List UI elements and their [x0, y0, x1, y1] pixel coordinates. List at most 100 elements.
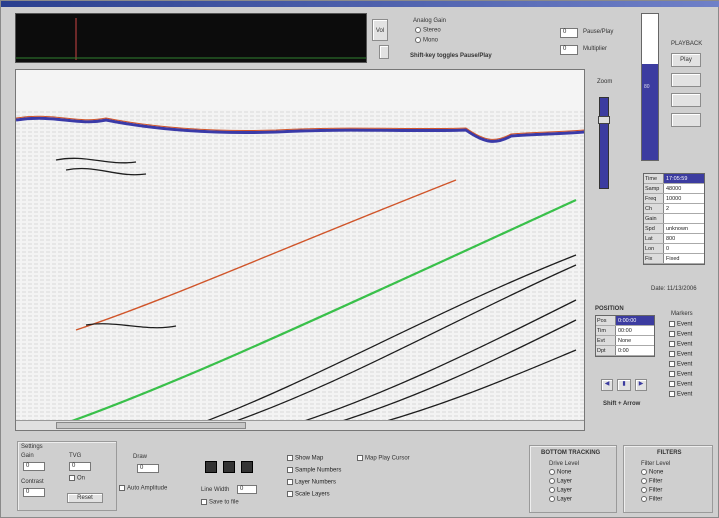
radio-icon[interactable] — [549, 496, 555, 502]
line-width-label: Line Width — [201, 487, 230, 493]
position-table: Pos 0:00:00 Tim 00:00 Evt None Dpt 0:00 — [595, 315, 655, 357]
line-width-field[interactable]: 0 — [237, 485, 257, 494]
auto-amplitude-check[interactable]: Auto Amplitude — [119, 485, 167, 492]
f-options: None Filter Filter Filter — [641, 469, 701, 505]
radio-icon[interactable] — [549, 487, 555, 493]
option-item[interactable]: Filter — [641, 496, 701, 505]
zoom-thumb[interactable] — [598, 116, 610, 124]
vol-button[interactable]: Vol — [372, 19, 388, 41]
table-row: Dpt 0:00 — [596, 346, 654, 356]
prev-arrow-button[interactable]: ◀ — [601, 379, 613, 391]
color-swatch-3[interactable] — [241, 461, 253, 473]
tvg-on-label: On — [77, 475, 86, 482]
row-key: Tim — [596, 326, 616, 335]
pause-play-field[interactable]: 0 — [560, 28, 578, 38]
radio-icon[interactable] — [641, 478, 647, 484]
option-label: Sample Numbers — [295, 467, 342, 474]
option-item[interactable]: Event — [669, 371, 713, 381]
checkbox-icon[interactable] — [669, 351, 675, 357]
table-row: Ch 2 — [644, 204, 704, 214]
option-label: None — [649, 469, 664, 476]
vol-small-button[interactable] — [379, 45, 389, 59]
checkbox-icon[interactable] — [287, 467, 293, 473]
bt-sub-label: Drive Level — [549, 461, 580, 467]
option-item[interactable]: None — [549, 469, 609, 478]
reset-button[interactable]: Reset — [67, 493, 103, 503]
option-item[interactable]: Layer — [549, 496, 609, 505]
option-item[interactable]: Filter — [641, 478, 701, 487]
option-item[interactable]: Event — [669, 321, 713, 331]
row-value: None — [616, 336, 654, 345]
radio-icon[interactable] — [641, 469, 647, 475]
checkbox-icon[interactable] — [669, 321, 675, 327]
playback-button-3[interactable] — [671, 93, 701, 107]
checkbox-icon[interactable] — [669, 371, 675, 377]
map-cursor-check[interactable]: Map Play Cursor — [357, 455, 410, 462]
filters-label: FILTERS — [657, 450, 682, 456]
option-item[interactable]: Event — [669, 331, 713, 341]
play-button[interactable]: Play — [671, 53, 701, 67]
row-key: Dpt — [596, 346, 616, 355]
option-label: Event — [677, 381, 693, 388]
checkbox-icon[interactable] — [669, 341, 675, 347]
checkbox-icon[interactable] — [287, 455, 293, 461]
row-value: 48000 — [664, 184, 704, 193]
option-item[interactable]: Scale Layers — [287, 491, 367, 503]
mid-arrow-button[interactable]: ▮ — [617, 379, 631, 391]
option-item[interactable]: Layer — [549, 478, 609, 487]
option-item[interactable]: Layer Numbers — [287, 479, 367, 491]
row-value: 0 — [664, 244, 704, 253]
draw-field[interactable]: 0 — [137, 464, 159, 473]
radio-icon[interactable] — [641, 496, 647, 502]
horizontal-scrollbar[interactable] — [16, 420, 584, 430]
option-item[interactable]: Event — [669, 381, 713, 391]
playback-button-4[interactable] — [671, 113, 701, 127]
option-item[interactable]: None — [641, 469, 701, 478]
option-item[interactable]: Event — [669, 361, 713, 371]
next-arrow-button[interactable]: ▶ — [635, 379, 647, 391]
option-item[interactable]: Show Map — [287, 455, 367, 467]
row-value: 10000 — [664, 194, 704, 203]
row-value: 00:00 — [616, 326, 654, 335]
checkbox-icon[interactable] — [669, 331, 675, 337]
row-value: unknown — [664, 224, 704, 233]
color-swatch-1[interactable] — [205, 461, 217, 473]
stereo-radio[interactable]: Stereo — [415, 27, 441, 34]
table-row: Time 17:05:59 — [644, 174, 704, 184]
green-horizon — [45, 199, 577, 432]
checkbox-icon[interactable] — [669, 381, 675, 387]
mono-radio[interactable]: Mono — [415, 37, 438, 44]
option-label: Filter — [649, 478, 663, 485]
tvg-on-check[interactable]: On — [69, 475, 85, 482]
tvg-field[interactable]: 0 — [69, 462, 91, 471]
checkbox-icon[interactable] — [669, 361, 675, 367]
zoom-slider[interactable] — [598, 97, 610, 189]
option-item[interactable]: Sample Numbers — [287, 467, 367, 479]
scroll-thumb[interactable] — [56, 422, 246, 429]
option-item[interactable]: Layer — [549, 487, 609, 496]
seismic-profile-canvas[interactable] — [15, 69, 585, 433]
contrast-field[interactable]: 0 — [23, 488, 45, 497]
multiplier-field[interactable]: 0 — [560, 45, 578, 55]
checkbox-icon[interactable] — [287, 479, 293, 485]
row-value: 0:00:00 — [616, 316, 654, 325]
radio-icon[interactable] — [549, 469, 555, 475]
option-item[interactable]: Event — [669, 391, 713, 401]
save-to-file-check[interactable]: Save to file — [201, 499, 239, 506]
option-item[interactable]: Filter — [641, 487, 701, 496]
gain-field[interactable]: 0 — [23, 462, 45, 471]
color-swatch-2[interactable] — [223, 461, 235, 473]
option-label: Scale Layers — [295, 491, 330, 498]
option-item[interactable]: Event — [669, 341, 713, 351]
radio-icon[interactable] — [641, 487, 647, 493]
playback-button-2[interactable] — [671, 73, 701, 87]
radio-icon[interactable] — [549, 478, 555, 484]
option-item[interactable]: Event — [669, 351, 713, 361]
checkbox-icon[interactable] — [287, 491, 293, 497]
row-value: 0:00 — [616, 346, 654, 355]
option-label: Show Map — [295, 455, 324, 462]
level-meter-value: 80 — [644, 84, 650, 90]
option-label: Event — [677, 361, 693, 368]
checkbox-icon[interactable] — [669, 391, 675, 397]
seafloor-horizon — [15, 116, 585, 143]
